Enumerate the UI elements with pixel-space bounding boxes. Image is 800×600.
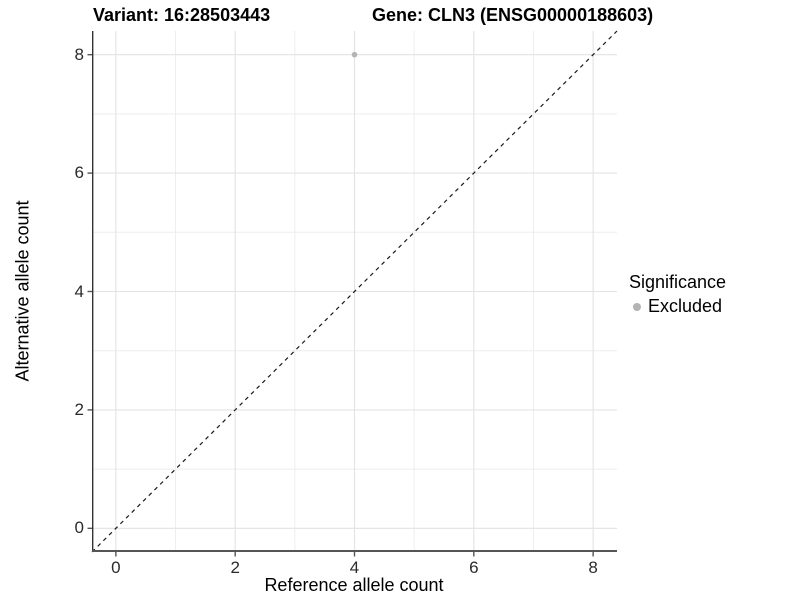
- y-tick-label: 6: [74, 163, 84, 183]
- x-axis-title: Reference allele count: [264, 575, 444, 595]
- y-tick-label: 8: [74, 44, 84, 64]
- x-tick-label: 6: [469, 558, 479, 577]
- y-axis-title: Alternative allele count: [12, 200, 33, 382]
- x-tick-label: 2: [230, 558, 240, 577]
- plot-title-variant: Variant: 16:28503443: [93, 5, 271, 25]
- plot-panel: [87, 30, 618, 557]
- legend: Significance Excluded: [629, 272, 726, 317]
- x-tick-label: 8: [588, 558, 598, 577]
- legend-entry-label: Excluded: [648, 296, 723, 316]
- y-tick-label: 4: [74, 281, 84, 301]
- identity-dashed-line: [91, 30, 618, 553]
- legend-entry: Excluded: [629, 296, 726, 317]
- legend-point-swatch: [633, 302, 641, 311]
- data-point: [351, 51, 358, 58]
- x-tick-label: 0: [111, 558, 121, 577]
- plot-canvas: [87, 30, 618, 557]
- legend-title: Significance: [629, 272, 727, 292]
- y-tick-label: 0: [74, 518, 84, 538]
- y-tick-label: 2: [74, 399, 84, 419]
- plot-title-gene: Gene: CLN3 (ENSG00000188603): [372, 5, 654, 25]
- x-tick-label: 4: [349, 558, 360, 577]
